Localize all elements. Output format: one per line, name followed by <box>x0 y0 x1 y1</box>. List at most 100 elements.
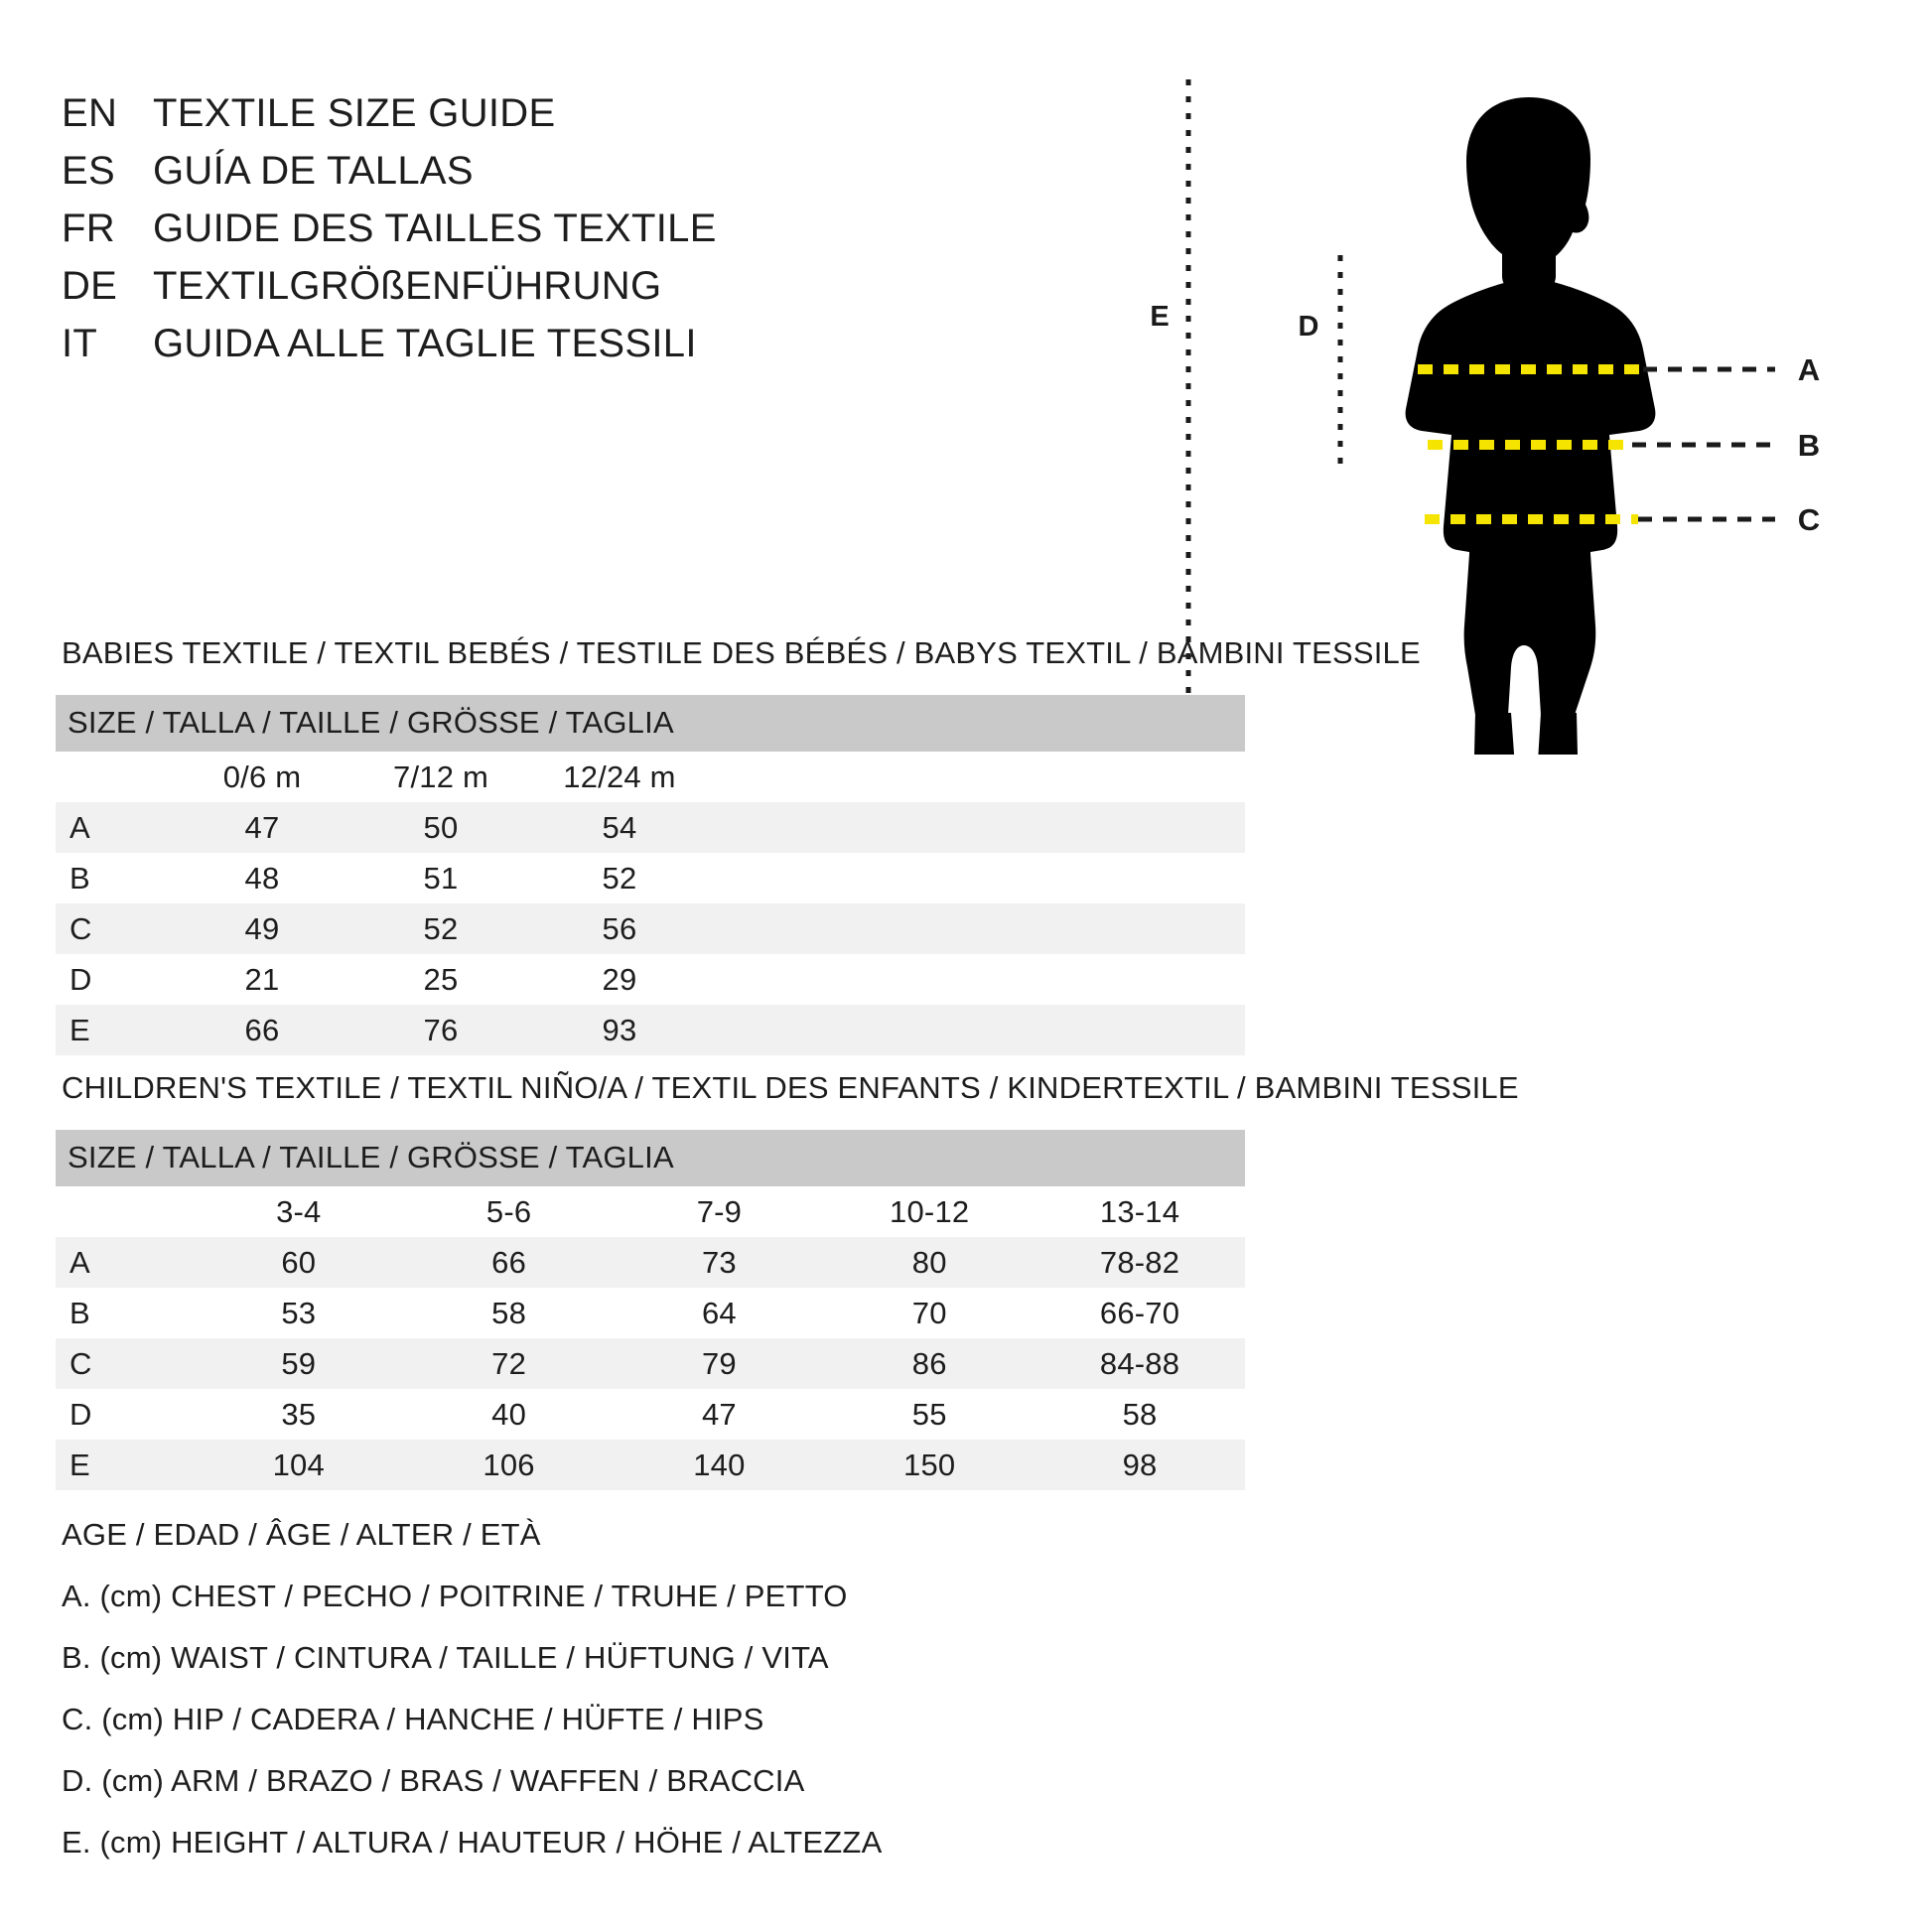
children-cell-c-4: 84-88 <box>1035 1338 1245 1389</box>
babies-row-label-d: D <box>69 961 92 997</box>
chest-label-a: A <box>1798 352 1820 387</box>
children-cell-e-1: 106 <box>403 1440 615 1490</box>
children-column-3: 10-12 <box>824 1186 1035 1237</box>
babies-cell-d-2: 29 <box>602 961 637 997</box>
children-cell-a-0: 60 <box>193 1237 404 1288</box>
language-code-de: DE <box>62 264 118 308</box>
children-cell-b-0: 53 <box>281 1295 317 1330</box>
babies-table-header-row: SIZE / TALLA / TAILLE / GRÖSSE / TAGLIA <box>56 695 1245 752</box>
babies-row-e-spacer <box>709 1005 1245 1055</box>
legend-line-hip: C. (cm) HIP / CADERA / HANCHE / HÜFTE / … <box>62 1702 764 1736</box>
language-code-it: IT <box>62 322 98 365</box>
children-column-2: 7-9 <box>614 1186 825 1237</box>
language-title-es: GUÍA DE TALLAS <box>153 149 474 193</box>
language-row-fr: FR GUIDE DES TAILLES TEXTILE <box>62 207 717 264</box>
children-table-header-label: SIZE / TALLA / TAILLE / GRÖSSE / TAGLIA <box>56 1130 1245 1186</box>
babies-cell-d-0: 21 <box>244 961 280 997</box>
babies-row-label-c: C <box>56 903 173 954</box>
legend-line-chest: A. (cm) CHEST / PECHO / POITRINE / TRUHE… <box>62 1579 848 1613</box>
babies-table-header-label: SIZE / TALLA / TAILLE / GRÖSSE / TAGLIA <box>56 695 1245 752</box>
children-size-table: SIZE / TALLA / TAILLE / GRÖSSE / TAGLIA … <box>56 1130 1245 1490</box>
children-cell-a-4: 78-82 <box>1035 1237 1245 1288</box>
children-cell-d-1: 40 <box>491 1396 527 1432</box>
children-cell-e-3: 150 <box>824 1440 1035 1490</box>
language-row-de: DE TEXTILGRÖßENFÜHRUNG <box>62 264 717 322</box>
children-row-label-c: C <box>56 1338 194 1389</box>
babies-column-1: 7/12 m <box>351 752 530 802</box>
children-table-header-row: SIZE / TALLA / TAILLE / GRÖSSE / TAGLIA <box>56 1130 1245 1186</box>
height-label-e: E <box>1150 301 1169 333</box>
language-title-it: GUIDA ALLE TAGLIE TESSILI <box>153 322 697 365</box>
children-cell-d-4: 58 <box>1122 1396 1158 1432</box>
children-cell-e-2: 140 <box>614 1440 825 1490</box>
babies-column-header-row: 0/6 m 7/12 m 12/24 m <box>56 752 1245 802</box>
children-row-label-b: B <box>69 1295 90 1330</box>
waist-label-b: B <box>1798 428 1820 463</box>
children-section-title: CHILDREN'S TEXTILE / TEXTIL NIÑO/A / TEX… <box>62 1070 1519 1105</box>
language-row-es: ES GUÍA DE TALLAS <box>62 149 717 207</box>
children-column-4: 13-14 <box>1035 1186 1245 1237</box>
babies-cell-e-1: 76 <box>351 1005 530 1055</box>
child-silhouette <box>1405 97 1656 755</box>
table-row: E 66 76 93 <box>56 1005 1245 1055</box>
babies-section-title: BABIES TEXTILE / TEXTIL BEBÉS / TESTILE … <box>62 635 1421 670</box>
measurement-figure: E D A <box>1142 60 1916 755</box>
babies-colhead-spacer <box>709 752 1245 802</box>
children-row-label-e: E <box>56 1440 194 1490</box>
children-cell-c-1: 72 <box>403 1338 615 1389</box>
babies-row-label-a: A <box>56 802 173 853</box>
table-row: C 49 52 56 <box>56 903 1245 954</box>
children-cell-b-1: 58 <box>491 1295 527 1330</box>
babies-row-a-spacer <box>709 802 1245 853</box>
babies-cell-c-1: 52 <box>351 903 530 954</box>
language-code-fr: FR <box>62 207 115 250</box>
babies-row-label-e: E <box>56 1005 173 1055</box>
children-cell-c-0: 59 <box>193 1338 404 1389</box>
language-code-es: ES <box>62 149 115 193</box>
hip-label-c: C <box>1798 502 1820 537</box>
babies-row-b-spacer <box>709 853 1245 903</box>
language-title-en: TEXTILE SIZE GUIDE <box>153 91 556 135</box>
babies-cell-c-0: 49 <box>173 903 351 954</box>
babies-cell-a-0: 47 <box>173 802 351 853</box>
language-title-de: TEXTILGRÖßENFÜHRUNG <box>153 264 662 308</box>
babies-cell-b-0: 48 <box>244 860 280 896</box>
children-cell-c-2: 79 <box>614 1338 825 1389</box>
babies-row-c-spacer <box>709 903 1245 954</box>
babies-cell-b-1: 51 <box>423 860 459 896</box>
children-cell-b-2: 64 <box>701 1295 737 1330</box>
children-cell-d-0: 35 <box>281 1396 317 1432</box>
children-colhead-blank <box>56 1186 194 1237</box>
babies-cell-e-0: 66 <box>173 1005 351 1055</box>
babies-cell-a-1: 50 <box>351 802 530 853</box>
children-cell-e-4: 98 <box>1035 1440 1245 1490</box>
table-row: A 60 66 73 80 78-82 <box>56 1237 1245 1288</box>
language-title-fr: GUIDE DES TAILLES TEXTILE <box>153 207 717 250</box>
table-row: A 47 50 54 <box>56 802 1245 853</box>
children-cell-a-3: 80 <box>824 1237 1035 1288</box>
table-row: B 53 58 64 70 66-70 <box>56 1288 1245 1338</box>
table-row: E 104 106 140 150 98 <box>56 1440 1245 1490</box>
language-row-en: EN TEXTILE SIZE GUIDE <box>62 91 717 149</box>
babies-cell-a-2: 54 <box>530 802 709 853</box>
measurement-legend: AGE / EDAD / ÂGE / ALTER / ETÀ A. (cm) C… <box>62 1517 882 1886</box>
babies-cell-c-2: 56 <box>530 903 709 954</box>
arm-label-d: D <box>1299 311 1319 343</box>
children-cell-c-3: 86 <box>824 1338 1035 1389</box>
legend-line-height: E. (cm) HEIGHT / ALTURA / HAUTEUR / HÖHE… <box>62 1825 883 1860</box>
children-cell-d-3: 55 <box>911 1396 947 1432</box>
babies-row-d-spacer <box>709 954 1245 1005</box>
language-code-en: EN <box>62 91 118 135</box>
babies-size-table: SIZE / TALLA / TAILLE / GRÖSSE / TAGLIA … <box>56 695 1245 1055</box>
children-cell-a-1: 66 <box>403 1237 615 1288</box>
legend-line-arm: D. (cm) ARM / BRAZO / BRAS / WAFFEN / BR… <box>62 1763 805 1798</box>
children-cell-e-0: 104 <box>193 1440 404 1490</box>
babies-column-2: 12/24 m <box>530 752 709 802</box>
children-cell-d-2: 47 <box>701 1396 737 1432</box>
babies-cell-b-2: 52 <box>602 860 637 896</box>
table-row: D 21 25 29 <box>56 954 1245 1005</box>
children-row-label-a: A <box>56 1237 194 1288</box>
children-cell-a-2: 73 <box>614 1237 825 1288</box>
babies-colhead-blank <box>56 752 173 802</box>
